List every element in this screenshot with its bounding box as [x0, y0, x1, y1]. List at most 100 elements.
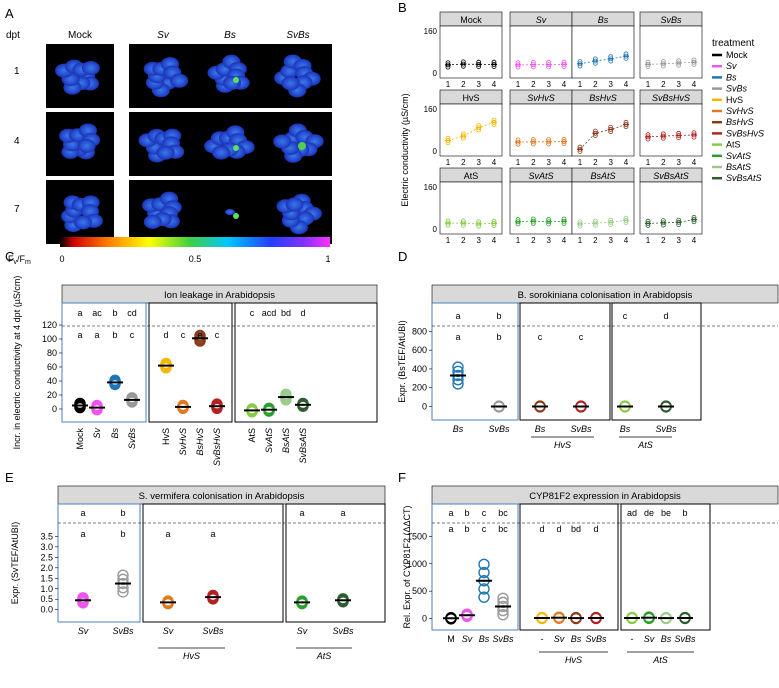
lesion-spot [233, 145, 239, 151]
y-tick: 160 [424, 105, 438, 114]
leaf-blob [170, 73, 189, 88]
panel-a-row-4: 4 [14, 136, 20, 147]
y-tick-label: 1.0 [40, 584, 53, 594]
x-category--: - [631, 634, 634, 644]
data-point-BsHvS [194, 329, 206, 342]
x-category--: - [541, 634, 544, 644]
top-letter: cd [127, 308, 137, 318]
data-point-SvBs [207, 589, 219, 602]
y-tick-label: 0 [422, 401, 427, 411]
x-category-SvBs: SvBs [202, 626, 224, 636]
bottom-letter: c [482, 524, 487, 534]
data-point-SvAtS [263, 402, 275, 414]
y-tick-label: 1000 [407, 559, 427, 569]
x-category-SvBs: SvBs [570, 424, 592, 434]
bottom-letter: a [165, 529, 170, 539]
x-tick: 1 [578, 236, 583, 245]
x-category-SvBs: SvBs [585, 634, 607, 644]
data-point-SvBs [117, 586, 129, 598]
chart-title: S. vermifera colonisation in Arabidopsis [139, 491, 305, 502]
facet-frame [509, 103, 573, 157]
x-category-SvBs: SvBs [492, 634, 514, 644]
legend-entry-BsHvS: BsHvS [726, 117, 754, 127]
top-letter: b [112, 308, 117, 318]
facet-frame [431, 503, 519, 631]
top-letter: bd [281, 308, 291, 318]
y-tick-label: 1.5 [40, 573, 53, 583]
y-tick-label: 600 [412, 345, 427, 355]
group-label: HvS [565, 655, 582, 665]
y-tick-label: 80 [47, 348, 57, 358]
x-category-SvBs: SvBs [127, 428, 137, 450]
data-point-Sv [77, 592, 89, 604]
x-category-BsHvS: BsHvS [195, 428, 205, 456]
group-label: HvS [183, 651, 200, 661]
y-axis-label: Expr. (SvTEF/AtUBI) [10, 522, 20, 605]
data-point-Sv [296, 595, 308, 607]
x-tick: 2 [661, 236, 666, 245]
legend-entry-SvBsAtS: SvBsAtS [726, 173, 762, 183]
y-tick-label: 120 [42, 320, 57, 330]
data-point-SvHvS [177, 399, 189, 412]
panel-e-chart: S. vermifera colonisation in Arabidopsis… [10, 485, 386, 661]
legend-entry-SvBs: SvBs [726, 84, 748, 94]
chart-title: CYP81F2 expression in Arabidopsis [529, 491, 681, 502]
x-tick: 4 [562, 80, 567, 89]
y-tick-label: 400 [412, 364, 427, 374]
colorbar-label: Fv/Fm [8, 254, 31, 266]
top-letter: bc [498, 508, 508, 518]
y-tick: 160 [424, 27, 438, 36]
x-tick: 4 [624, 80, 629, 89]
y-tick-label: 3.5 [40, 531, 53, 541]
top-letter: d [663, 311, 668, 321]
facet-frame [571, 25, 635, 79]
leaf-blob [273, 134, 292, 149]
x-category-Sv: Sv [78, 626, 89, 636]
group-label: AtS [652, 655, 668, 665]
legend-entry-BsAtS: BsAtS [726, 162, 751, 172]
bottom-letter: d [593, 524, 598, 534]
legend-entry-AtS: AtS [726, 140, 741, 150]
x-tick: 3 [676, 80, 681, 89]
x-tick: 1 [516, 236, 521, 245]
x-category-M: M [447, 634, 455, 644]
x-tick: 3 [608, 80, 613, 89]
x-tick: 4 [562, 158, 567, 167]
x-tick: 1 [646, 158, 651, 167]
legend-entry-SvBsHvS: SvBsHvS [726, 128, 764, 138]
panel-c-chart: Ion leakage in Arabidopsis Incr. in elect… [12, 276, 378, 466]
x-tick: 3 [546, 80, 551, 89]
chart-title: Ion leakage in Arabidopsis [164, 290, 275, 301]
x-category-HvS: HvS [161, 428, 171, 445]
colorbar-max: 1 [325, 254, 330, 264]
data-point-SvBs [117, 569, 129, 581]
x-category-Sv: Sv [644, 634, 655, 644]
panel-a-col-svbs: SvBs [286, 30, 309, 41]
y-tick-label: 800 [412, 326, 427, 336]
data-point-Sv [461, 608, 473, 620]
panel-letter-b: B [398, 0, 407, 15]
y-tick-label: 100 [42, 334, 57, 344]
colorbar-min: 0 [59, 254, 64, 264]
data-point-BsAtS [280, 388, 292, 400]
facet-title: SvBs [660, 15, 682, 25]
y-axis-label: Rel. Expr. of CYP81F2 (ΔΔCT) [402, 505, 412, 628]
facet-frame [639, 25, 703, 79]
x-tick: 1 [578, 158, 583, 167]
leaf-blob [156, 145, 175, 160]
panel-b-ylabel: Electric conductivity (µS/cm) [400, 93, 410, 206]
panel-letter-e: E [5, 470, 14, 485]
top-letter: c [623, 311, 628, 321]
bottom-letter: b [464, 524, 469, 534]
facet-frame [611, 302, 702, 421]
top-letter: d [300, 308, 305, 318]
leaf-blob [77, 138, 96, 153]
x-tick: 1 [446, 158, 451, 167]
y-axis-label: Incr. in electric conductivity at 4 dpt … [12, 276, 22, 450]
bottom-letter: c [181, 330, 186, 340]
legend-entry-SvHvS: SvHvS [726, 106, 754, 116]
data-point-AtS [246, 403, 258, 415]
lesion-spot [298, 142, 306, 150]
data-point-Sv [91, 399, 103, 412]
facet-frame [439, 103, 503, 157]
